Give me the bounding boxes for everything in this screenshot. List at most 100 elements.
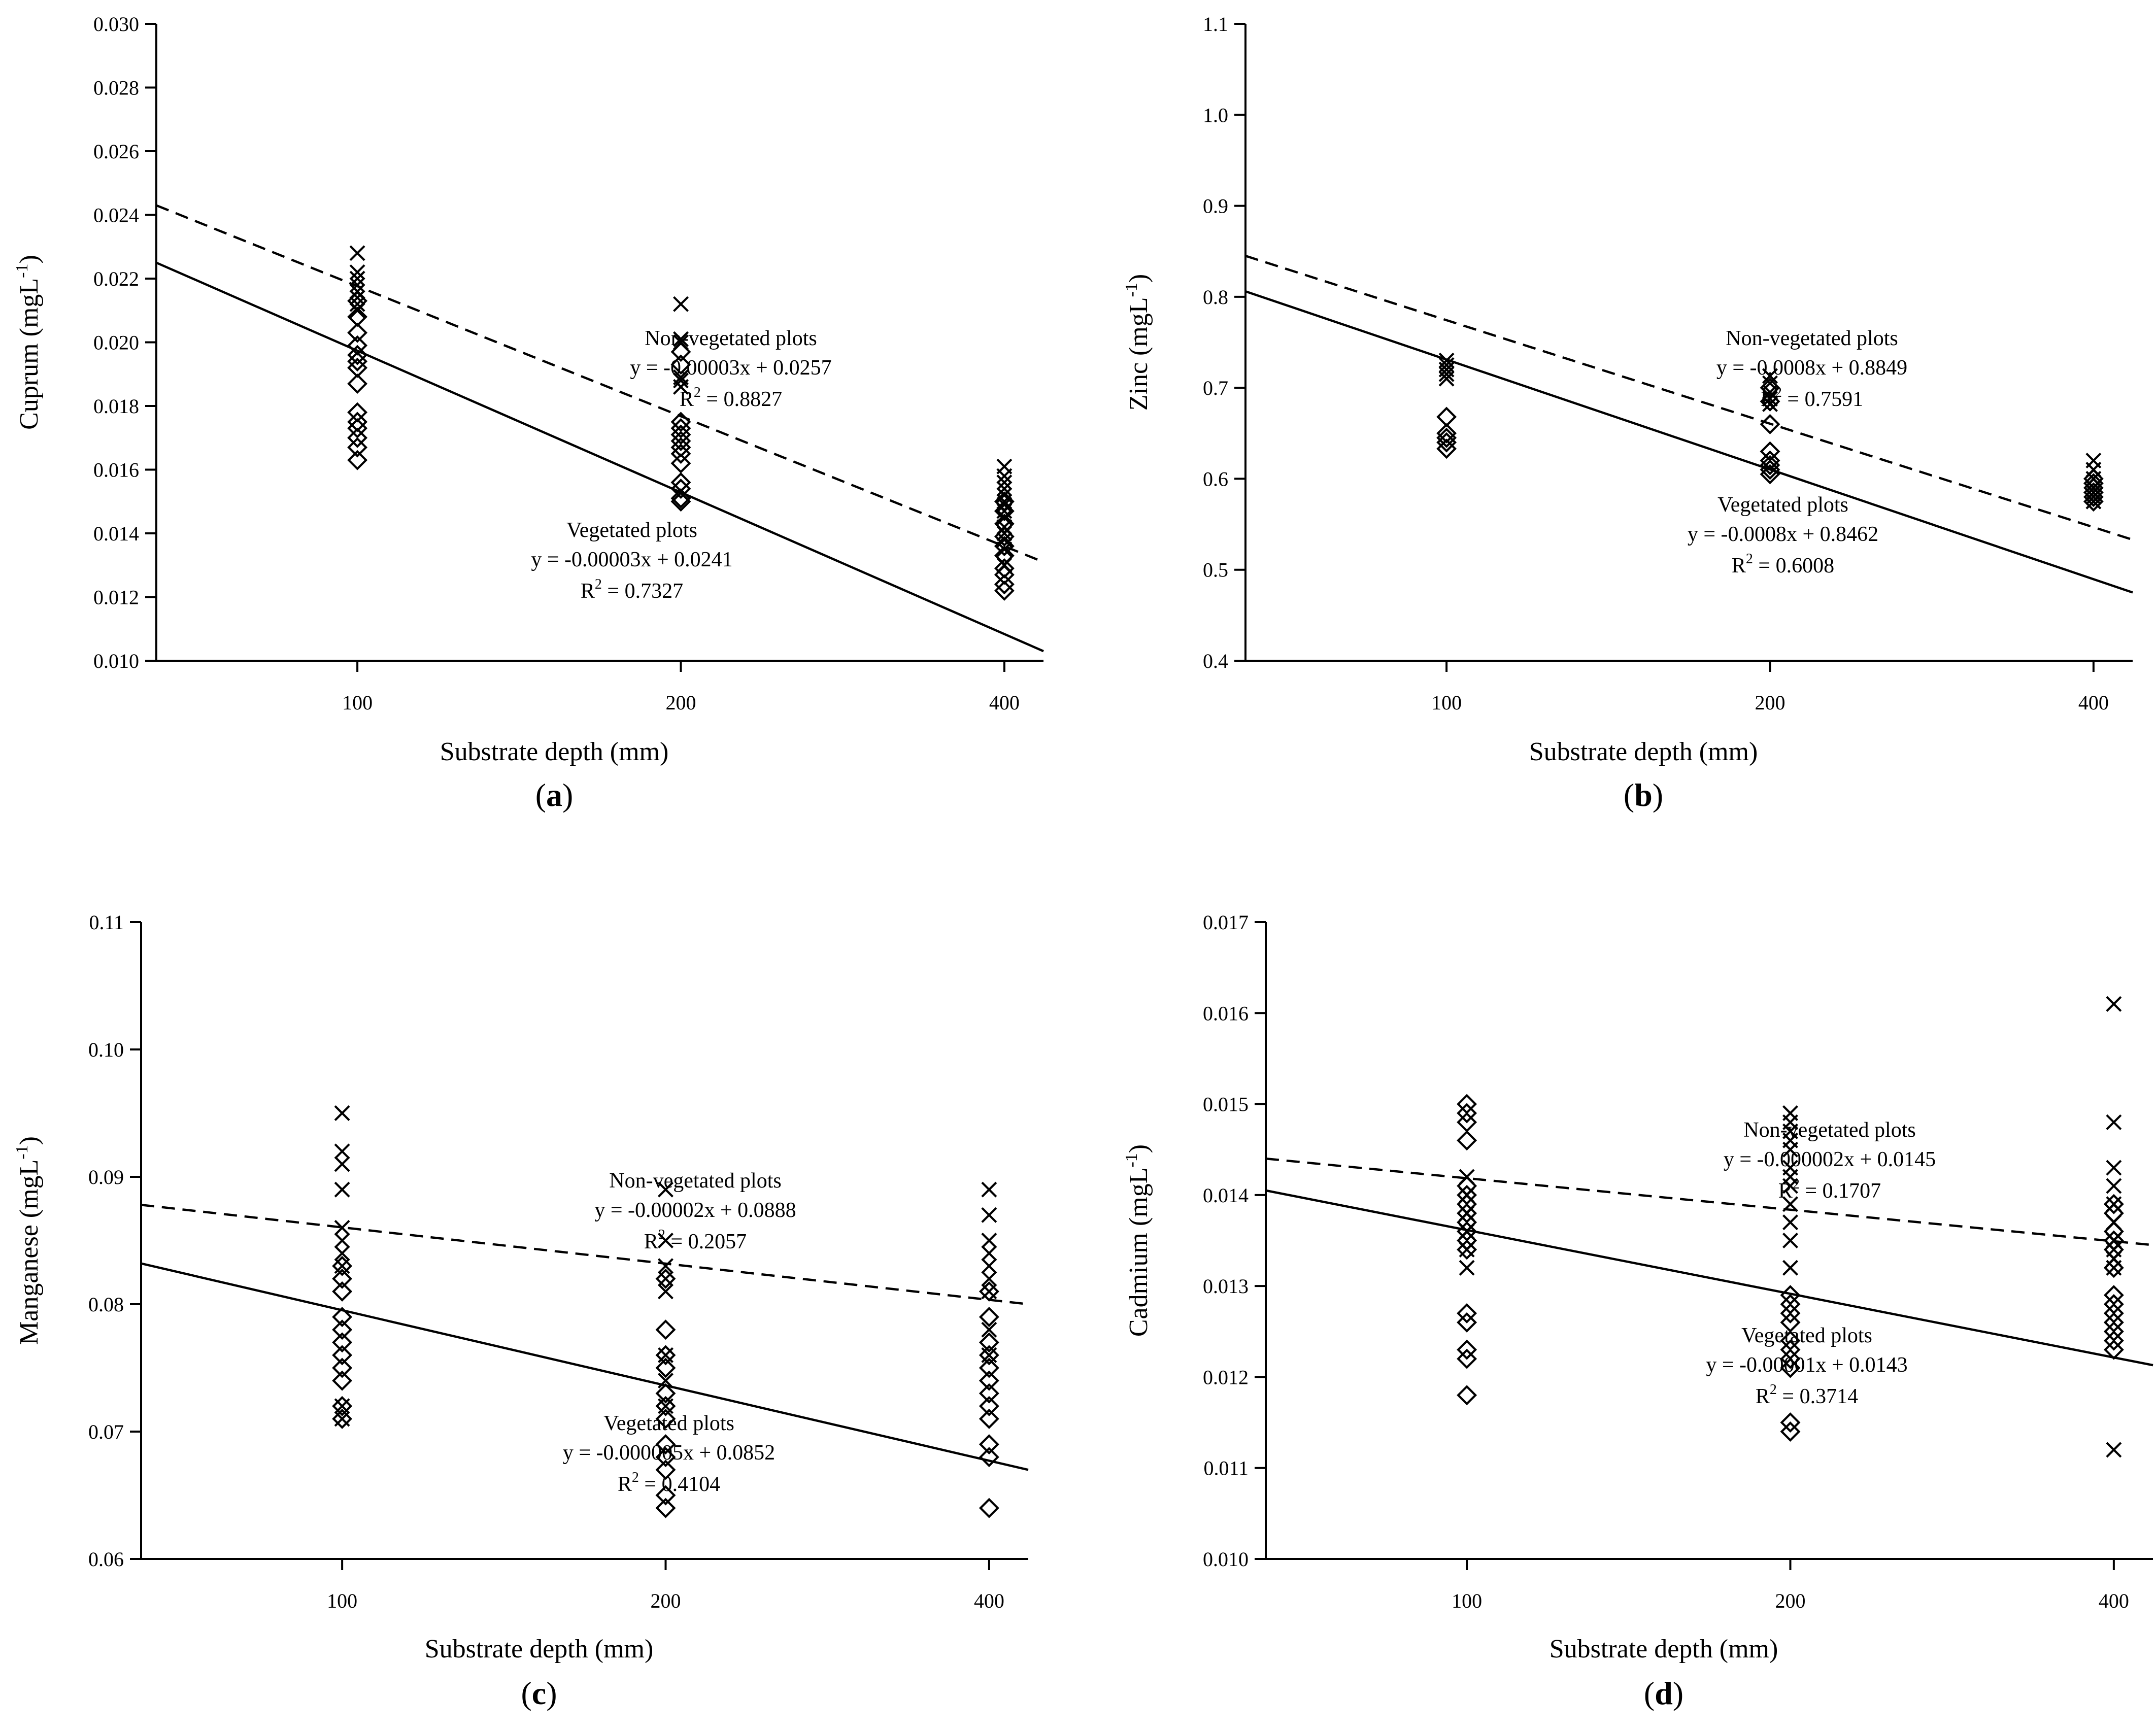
data-point-diamond [1780,1412,1801,1433]
y-axis-title-close: ) [15,1136,44,1145]
data-point-diamond [979,1498,999,1518]
r-squared-label: R2 = 0.7327 [581,576,683,603]
data-point-diamond [994,545,1015,566]
data-point-x [349,264,365,280]
r-squared-value: = 0.4104 [639,1473,720,1496]
regression-equation: y = -0.000002x + 0.0145 [1724,1148,1936,1171]
data-point-diamond [979,1408,999,1429]
data-point-x [334,1219,350,1236]
data-point-diamond [1436,427,1457,448]
data-point-diamond [994,526,1015,547]
x-axis-title: Substrate depth (mm) [425,1635,654,1664]
data-point-diamond [1457,1130,1477,1151]
annotation-non-vegetated: Non-vegetated plots y = -0.000002x + 0.01… [1724,1118,1936,1203]
x-axis-title: Substrate depth (mm) [440,737,669,766]
x-tick-label: 100 [1431,691,1462,714]
data-point-diamond [1457,1303,1477,1323]
r-squared-label: R2 = 0.8827 [680,385,782,411]
y-tick-label: 0.018 [93,395,139,418]
panel-label-open: ( [535,777,546,813]
annotation-vegetated: Vegetated plots y = -0.0008x + 0.8462 R2 =… [1688,493,1878,578]
regression-equation: y = -0.00001x + 0.0143 [1706,1353,1907,1377]
r-squared-value: = 0.8827 [701,388,782,411]
series-vegetated: Vegetated plots y = -0.00001x + 0.0143 R2 … [1265,1094,2153,1442]
x-tick-label: 200 [665,691,696,714]
series-name-label: Vegetated plots [1741,1324,1872,1347]
data-point-x [349,277,365,293]
series-vegetated: Vegetated plots y = -0.00003x + 0.0241 R2 … [156,261,1044,653]
data-point-x [1762,396,1778,412]
x-tick-label: 400 [2099,1589,2129,1612]
data-point-diamond [979,1447,999,1468]
r-squared-symbol: R [680,388,694,411]
data-point-diamond [332,1255,353,1276]
y-tick-label: 0.5 [1203,559,1228,582]
data-point-x [981,1271,997,1287]
chart-panel-b: 0.4 0.5 0.6 0.7 0.8 0.9 1.0 1.1 100 200 400 Substra… [1122,13,2133,813]
r-squared-sup: 2 [632,1470,639,1485]
data-point-diamond [332,1268,353,1289]
data-point-x [2106,1114,2122,1130]
x-tick-label: 100 [342,691,373,714]
y-tick-label: 0.11 [89,911,124,934]
data-point-diamond [332,1281,353,1302]
series-non-vegetated: Non-vegetated plots y = -0.0008x + 0.8849… [1245,255,2133,541]
annotation-vegetated: Vegetated plots y = -0.00001x + 0.0143 R2 … [1706,1324,1907,1408]
fit-line-vegetated [156,261,1044,653]
data-point-diamond [1457,1339,1477,1360]
y-axis-title-close: ) [15,255,44,263]
data-point-x [673,379,689,395]
data-point-diamond [979,1345,999,1366]
r-squared-label: R2 = 0.1707 [1778,1176,1881,1203]
y-tick-label: 0.4 [1203,650,1228,672]
series-vegetated: Vegetated plots y = -0.0008x + 0.8462 R2 =… [1245,290,2133,594]
data-point-x [996,474,1013,491]
data-point-diamond [2103,1330,2124,1351]
data-point-diamond [655,1498,676,1518]
data-point-diamond [2083,491,2104,512]
data-point-diamond [655,1447,676,1468]
fit-line-non-vegetated [141,1203,1029,1306]
data-point-diamond [979,1281,999,1302]
r-squared-value: = 0.6008 [1753,554,1834,578]
y-tick-label: 0.016 [1203,1002,1249,1025]
r-squared-label: R2 = 0.3714 [1756,1382,1858,1408]
data-point-diamond [655,1268,676,1289]
annotation-non-vegetated: Non-vegetated plots y = -0.00003x + 0.025… [630,327,831,411]
data-point-x [658,1233,673,1248]
data-point-diamond [670,488,691,508]
x-tick-label: 400 [989,691,1020,714]
panel-label-open: ( [521,1675,531,1711]
series-non-vegetated: Non-vegetated plots y = -0.00003x + 0.025… [156,204,1044,573]
regression-equation: y = -0.0008x + 0.8849 [1716,356,1907,380]
data-point-diamond [655,1357,676,1378]
data-point-diamond [979,1357,999,1378]
panel-label-letter: d [1655,1675,1673,1711]
r-squared-value: = 0.7591 [1782,388,1863,411]
y-tick-label: 0.017 [1203,911,1249,934]
series-non-vegetated: Non-vegetated plots y = -0.00002x + 0.088… [141,1105,1029,1427]
data-point-diamond [1457,1230,1477,1251]
data-point-x [349,296,365,312]
data-point-x [334,1245,350,1262]
data-point-diamond [1780,1348,1801,1369]
data-point-diamond [670,431,691,451]
data-point-x [996,468,1013,484]
data-point-diamond [655,1345,676,1366]
data-point-diamond [347,374,368,394]
chart-panel-d: 0.010 0.011 0.012 0.013 0.014 0.015 0.016 0.017… [1122,911,2153,1711]
data-point-x [981,1181,997,1198]
data-point-diamond [655,1460,676,1480]
y-tick-label: 0.8 [1203,286,1228,309]
data-point-diamond [1760,378,1780,398]
x-tick-label: 400 [2078,691,2109,714]
fit-line-non-vegetated [156,204,1044,563]
series-name-label: Non-vegetated plots [1726,327,1898,350]
data-point-diamond [979,1383,999,1404]
r-squared-symbol: R [618,1473,632,1496]
r-squared-label: R2 = 0.4104 [618,1470,720,1496]
data-point-x [673,372,689,389]
data-point-x [2106,1178,2122,1194]
r-squared-sup: 2 [694,385,701,400]
data-point-diamond [1457,1348,1477,1369]
